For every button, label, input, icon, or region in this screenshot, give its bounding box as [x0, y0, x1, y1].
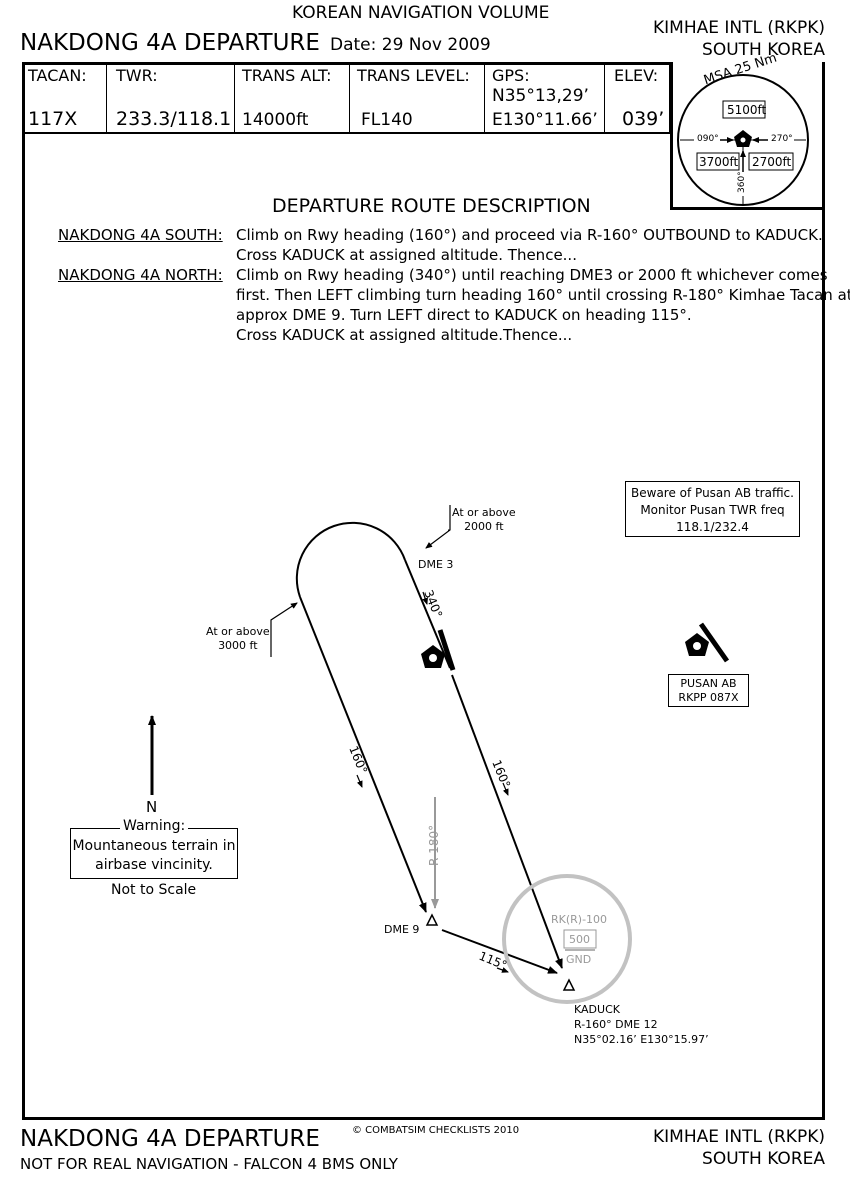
trans-level-cell: TRANS LEVEL: FL140	[350, 62, 485, 134]
north-route-label: NAKDONG 4A NORTH:	[58, 266, 223, 284]
trans-alt-cell: TRANS ALT: 14000ft	[235, 62, 350, 134]
pusan-traffic-warning: Beware of Pusan AB traffic. Monitor Pusa…	[625, 481, 800, 537]
alt-2000-line1: At or above	[452, 506, 516, 519]
tacan-cell: TACAN: 117X	[22, 62, 107, 134]
chart-date: Date: 29 Nov 2009	[330, 35, 491, 55]
twr-value: 233.3/118.1	[116, 108, 232, 130]
warning-line2: airbase vincinity.	[95, 857, 213, 873]
msa-bearing-270: 270°	[771, 134, 793, 144]
restricted-area-label: RK(R)-100	[551, 913, 608, 926]
trans-level-label: TRANS LEVEL:	[357, 66, 470, 85]
gps-lat: N35°13,29’	[492, 86, 589, 106]
country-name: SOUTH KOREA	[702, 40, 825, 60]
msa-bearing-360: 360°	[737, 171, 747, 193]
beware-line1: Beware of Pusan AB traffic.	[631, 486, 794, 500]
dme3-label: DME 3	[418, 558, 454, 571]
info-bar-divider	[22, 132, 672, 134]
restricted-altitude-box	[563, 929, 597, 949]
dme9-waypoint-icon	[425, 913, 439, 926]
elev-cell: ELEV: 039’	[605, 62, 670, 134]
msa-bearing-090: 090°	[697, 134, 719, 144]
radial-180-label: R-180°	[427, 825, 441, 866]
trans-alt-label: TRANS ALT:	[242, 66, 332, 85]
north-label: N	[146, 798, 158, 816]
footer-country: SOUTH KOREA	[702, 1149, 825, 1169]
pusan-tacan: RKPP 087X	[678, 691, 739, 704]
not-to-scale-label: Not to Scale	[111, 882, 197, 898]
north-route-line3: approx DME 9. Turn LEFT direct to KADUCK…	[236, 306, 692, 324]
airport-name: KIMHAE INTL (RKPK)	[652, 18, 825, 38]
elev-value: 039’	[622, 108, 665, 130]
hdg-160-left-label: 160°	[346, 744, 370, 776]
terrain-warning-box: Mountaneous terrain in airbase vincinity…	[70, 828, 238, 879]
trans-alt-value: 14000ft	[242, 110, 309, 130]
alt-2000-line2: 2000 ft	[464, 520, 504, 533]
alt-3000-line2: 3000 ft	[218, 639, 258, 652]
kaduck-coords: N35°02.16’ E130°15.97’	[574, 1033, 709, 1046]
pusan-airbase-icon	[685, 622, 730, 663]
msa-north-sector: 5100ft	[727, 103, 767, 117]
gps-cell: GPS: N35°13,29’ E130°11.66’	[485, 62, 605, 134]
msa-se-sector: 2700ft	[752, 155, 792, 169]
kimhae-tacan-icon	[421, 629, 456, 671]
south-route-label: NAKDONG 4A SOUTH:	[58, 226, 223, 244]
tacan-value: 117X	[28, 108, 78, 130]
footer-title: NAKDONG 4A DEPARTURE	[20, 1126, 320, 1152]
gps-label: GPS:	[492, 66, 530, 85]
south-route-line1: Climb on Rwy heading (160°) and proceed …	[236, 226, 823, 244]
twr-cell: TWR: 233.3/118.1	[107, 62, 235, 134]
beware-line2: Monitor Pusan TWR freq	[640, 503, 785, 517]
restricted-area-circle	[502, 874, 632, 1004]
pusan-ab-label: PUSAN AB RKPP 087X	[668, 674, 749, 707]
page-title: NAKDONG 4A DEPARTURE	[20, 30, 320, 56]
chart-frame	[22, 62, 825, 1120]
copyright-notice: © COMBATSIM CHECKLISTS 2010	[352, 1125, 520, 1136]
restricted-top-altitude: 500	[569, 933, 590, 946]
description-heading: DEPARTURE ROUTE DESCRIPTION	[272, 195, 591, 217]
south-route-line2: Cross KADUCK at assigned altitude. Thenc…	[236, 246, 577, 264]
north-route-line2: first. Then LEFT climbing turn heading 1…	[236, 286, 850, 304]
beware-line3: 118.1/232.4	[676, 520, 749, 534]
trans-level-value: FL140	[361, 110, 413, 130]
kaduck-name: KADUCK	[574, 1003, 620, 1016]
kaduck-waypoint-icon	[562, 978, 576, 991]
volume-title: KOREAN NAVIGATION VOLUME	[292, 3, 550, 23]
hdg-340-label: 340°	[421, 588, 445, 620]
dme9-label: DME 9	[384, 923, 420, 936]
msa-tacan-icon	[734, 130, 752, 147]
msa-diagram	[677, 74, 809, 206]
tacan-label: TACAN:	[28, 66, 87, 85]
departure-route	[295, 521, 563, 974]
north-route-line4: Cross KADUCK at assigned altitude.Thence…	[236, 326, 573, 344]
kaduck-dme: R-160° DME 12	[574, 1018, 658, 1031]
kaduck-info: KADUCK R-160° DME 12 N35°02.16’ E130°15.…	[574, 1002, 709, 1047]
elev-label: ELEV:	[614, 66, 659, 85]
north-route-line1: Climb on Rwy heading (340°) until reachi…	[236, 266, 828, 284]
gps-lon: E130°11.66’	[492, 110, 598, 130]
alt-2000-callout: At or above 2000 ft	[452, 506, 516, 534]
warning-title: Warning:	[120, 818, 189, 834]
alt-3000-line1: At or above	[206, 625, 270, 638]
disclaimer: NOT FOR REAL NAVIGATION - FALCON 4 BMS O…	[20, 1155, 398, 1173]
footer-airport: KIMHAE INTL (RKPK)	[652, 1127, 825, 1147]
warning-line1: Mountaneous terrain in	[72, 838, 236, 854]
restricted-bottom-altitude: GND	[566, 953, 592, 966]
twr-label: TWR:	[116, 66, 158, 85]
pusan-name: PUSAN AB	[680, 677, 737, 690]
msa-sw-sector: 3700ft	[699, 155, 739, 169]
alt-3000-callout: At or above 3000 ft	[206, 625, 270, 653]
